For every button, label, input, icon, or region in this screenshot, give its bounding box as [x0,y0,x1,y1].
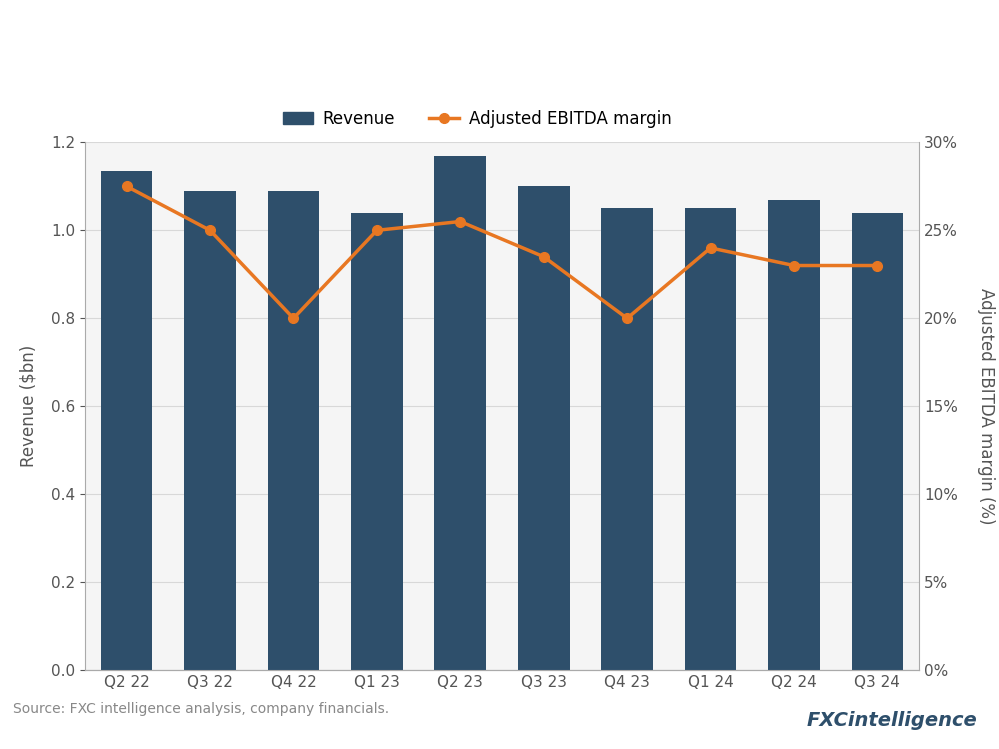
Bar [351,213,403,670]
Bar [768,199,820,670]
Y-axis label: Revenue ($bn): Revenue ($bn) [19,345,37,467]
Bar [601,208,653,670]
Text: Source: FXC intelligence analysis, company financials.: Source: FXC intelligence analysis, compa… [13,702,390,715]
Text: Western Union’s quarterly revenue and adjusted EBITDA, 2022-2024: Western Union’s quarterly revenue and ad… [22,81,641,99]
Bar [684,208,736,670]
Bar [435,156,487,670]
Text: FXCintelligence: FXCintelligence [806,712,977,730]
Bar [268,191,320,670]
Text: Western Union sees revenue and EBITDA decline in Q3 2024: Western Union sees revenue and EBITDA de… [22,25,999,52]
Bar [184,191,236,670]
Bar [851,213,903,670]
Y-axis label: Adjusted EBITDA margin (%): Adjusted EBITDA margin (%) [977,288,995,524]
Bar [101,171,153,670]
Legend: Revenue, Adjusted EBITDA margin: Revenue, Adjusted EBITDA margin [276,103,678,135]
Bar [517,187,569,670]
